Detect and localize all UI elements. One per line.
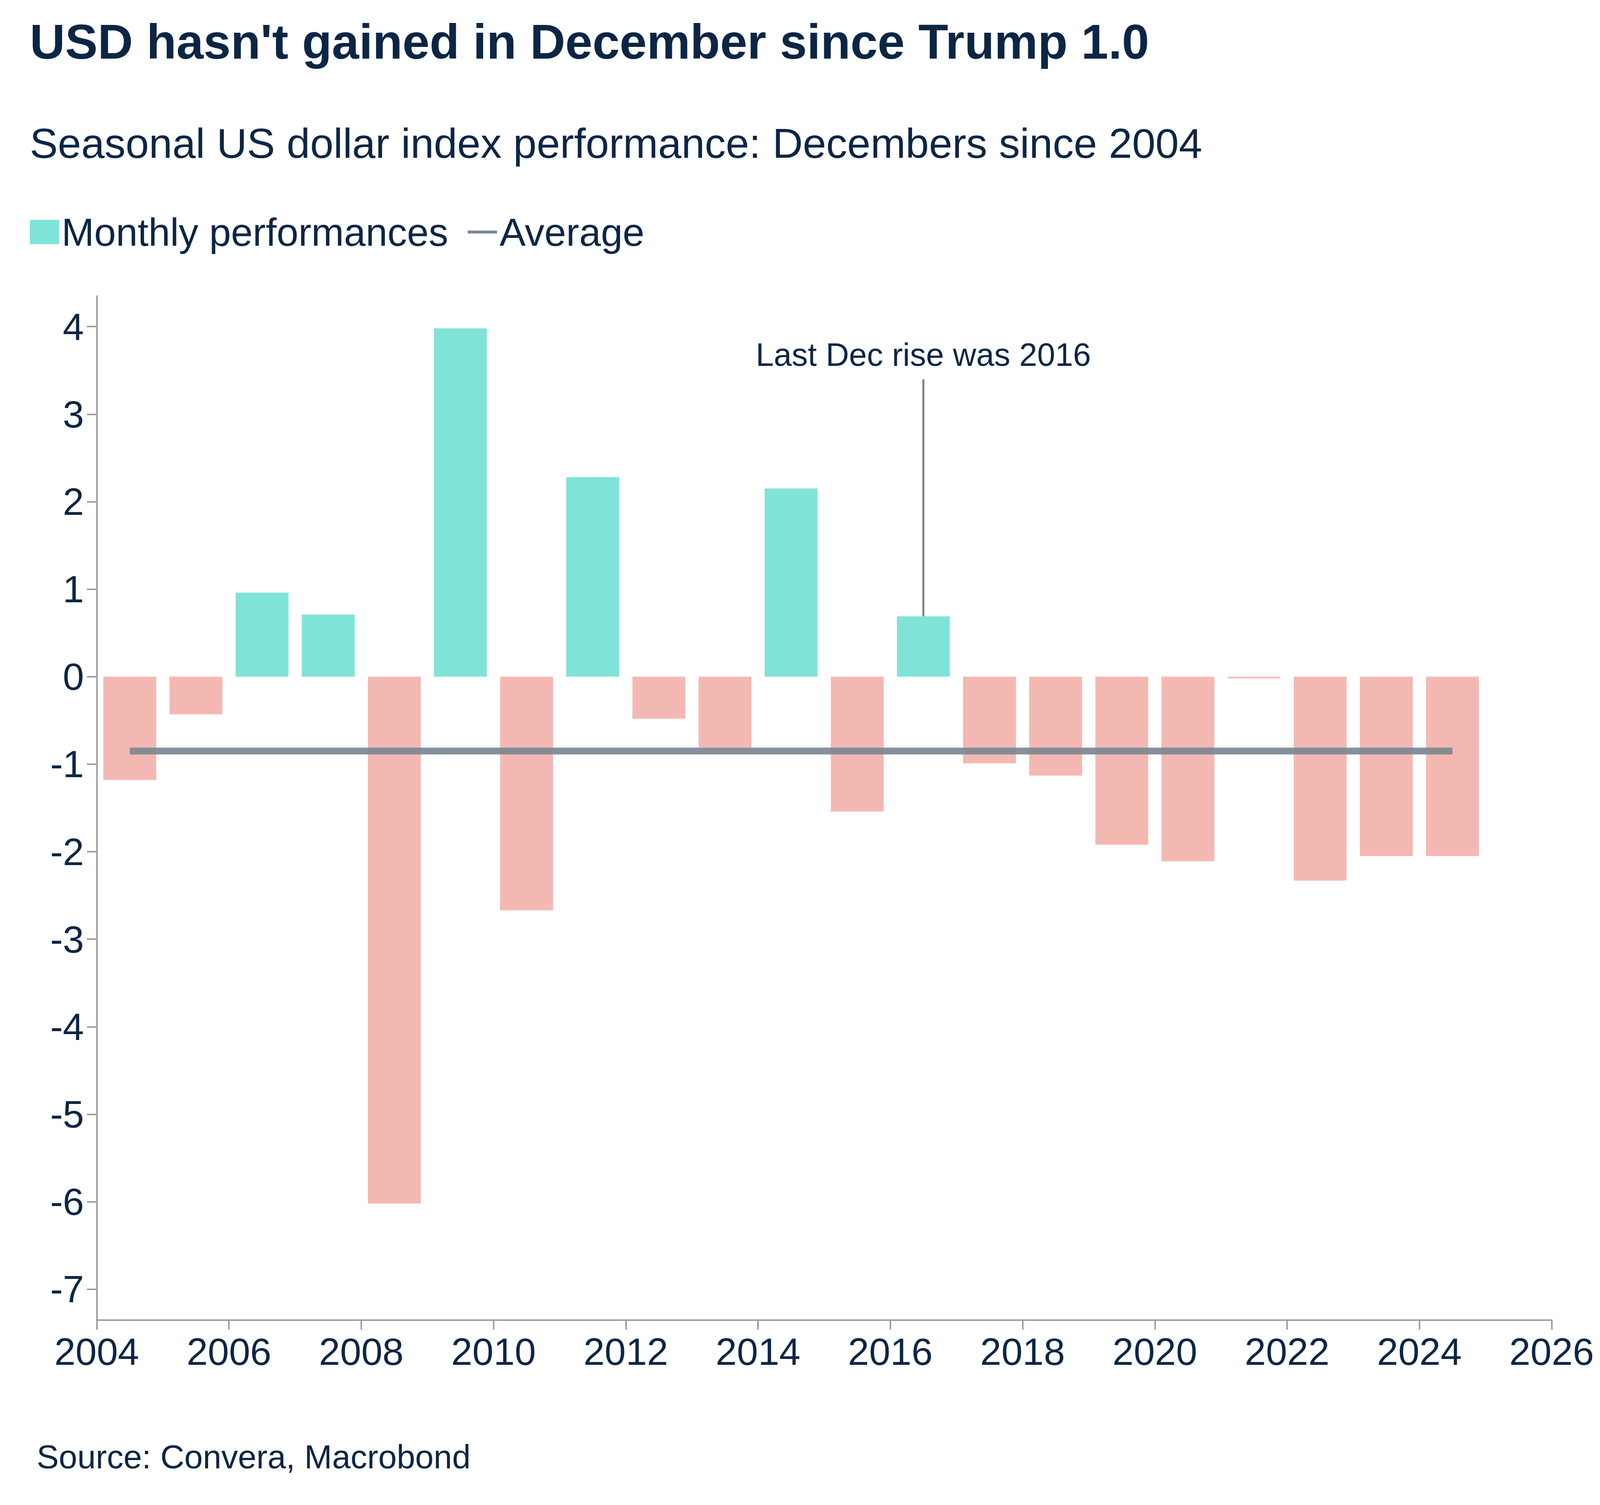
svg-text:-1: -1 xyxy=(50,742,85,786)
svg-text:2010: 2010 xyxy=(450,1330,536,1374)
svg-text:-4: -4 xyxy=(50,1005,85,1049)
svg-text:1: 1 xyxy=(63,567,85,611)
svg-text:2008: 2008 xyxy=(319,1330,405,1374)
svg-text:2: 2 xyxy=(63,480,85,524)
svg-text:-2: -2 xyxy=(50,830,85,874)
svg-text:2022: 2022 xyxy=(1244,1330,1330,1374)
svg-text:USD hasn't gained in December: USD hasn't gained in December since Trum… xyxy=(29,14,1150,69)
svg-text:0: 0 xyxy=(63,655,85,699)
svg-text:Source: Convera, Macrobond: Source: Convera, Macrobond xyxy=(36,1438,471,1476)
svg-text:-5: -5 xyxy=(50,1092,85,1136)
svg-text:-3: -3 xyxy=(50,917,85,961)
svg-text:3: 3 xyxy=(63,392,85,436)
svg-text:Last Dec rise was 2016: Last Dec rise was 2016 xyxy=(755,336,1091,373)
svg-text:2016: 2016 xyxy=(848,1330,934,1374)
svg-text:2006: 2006 xyxy=(186,1330,272,1374)
svg-text:-7: -7 xyxy=(50,1267,85,1311)
svg-text:Average: Average xyxy=(499,210,645,255)
svg-text:2014: 2014 xyxy=(715,1330,801,1374)
svg-text:2004: 2004 xyxy=(54,1330,140,1374)
svg-text:2018: 2018 xyxy=(980,1330,1066,1374)
svg-text:-6: -6 xyxy=(50,1180,85,1224)
svg-text:2026: 2026 xyxy=(1509,1330,1595,1374)
svg-text:2024: 2024 xyxy=(1377,1330,1463,1374)
svg-text:4: 4 xyxy=(63,305,85,349)
svg-text:Monthly performances: Monthly performances xyxy=(61,210,448,255)
svg-text:2012: 2012 xyxy=(583,1330,669,1374)
svg-text:2020: 2020 xyxy=(1112,1330,1198,1374)
svg-text:Seasonal US dollar index perfo: Seasonal US dollar index performance: De… xyxy=(29,119,1203,167)
